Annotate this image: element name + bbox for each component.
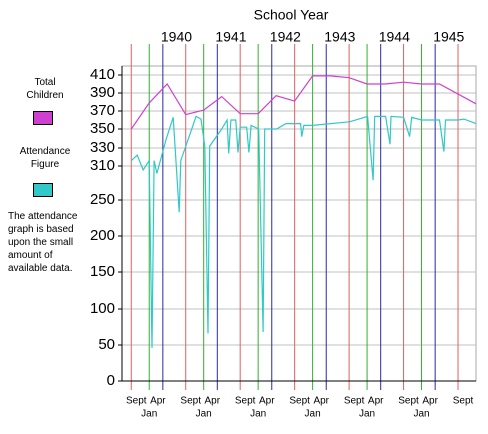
x-tick-label: Apr xyxy=(205,396,221,407)
x-tick-label: Apr xyxy=(259,396,275,407)
year-label: 1943 xyxy=(324,29,355,45)
chart-title: School Year xyxy=(254,7,329,23)
annotation: The attendance graph is based upon the s… xyxy=(8,211,78,274)
year-label: 1944 xyxy=(379,29,410,45)
year-label: 1945 xyxy=(433,29,464,45)
x-tick-label: Sept xyxy=(344,396,365,407)
y-tick-label: 200 xyxy=(90,227,115,244)
y-tick-label: 410 xyxy=(90,66,115,83)
x-tick-label: Jan xyxy=(413,409,429,420)
legend-label: Total Children xyxy=(26,77,64,101)
legend-swatch xyxy=(33,111,53,125)
x-tick-label: Jan xyxy=(196,409,212,420)
year-label: 1942 xyxy=(270,29,301,45)
x-tick-label: Sept xyxy=(235,396,256,407)
y-tick-label: 350 xyxy=(90,120,115,137)
legend-label: Attendance Figure xyxy=(19,146,71,170)
x-tick-label: Jan xyxy=(141,409,157,420)
y-tick-label: 0 xyxy=(107,372,115,389)
y-tick-label: 390 xyxy=(90,84,115,101)
x-tick-label: Apr xyxy=(368,396,384,407)
x-tick-label: Sept xyxy=(289,396,310,407)
y-tick-label: 310 xyxy=(90,157,115,174)
year-label: 1940 xyxy=(161,29,192,45)
x-tick-label: Sept xyxy=(453,396,474,407)
x-tick-label: Apr xyxy=(313,396,329,407)
series-line xyxy=(130,115,477,348)
x-tick-label: Jan xyxy=(359,409,375,420)
legend-swatch xyxy=(33,183,53,197)
series-line xyxy=(130,75,477,130)
x-tick-label: Jan xyxy=(305,409,321,420)
y-tick-label: 370 xyxy=(90,102,115,119)
x-tick-label: Apr xyxy=(422,396,438,407)
x-tick-label: Jan xyxy=(250,409,266,420)
y-tick-label: 100 xyxy=(90,300,115,317)
y-tick-label: 330 xyxy=(90,139,115,156)
plot-frame xyxy=(121,65,477,382)
y-tick-label: 250 xyxy=(90,191,115,208)
x-tick-label: Sept xyxy=(398,396,419,407)
y-tick-label: 50 xyxy=(98,336,115,353)
x-tick-label: Sept xyxy=(126,396,147,407)
x-tick-label: Sept xyxy=(180,396,201,407)
x-tick-label: Apr xyxy=(150,396,166,407)
year-label: 1941 xyxy=(215,29,246,45)
y-tick-label: 150 xyxy=(90,263,115,280)
